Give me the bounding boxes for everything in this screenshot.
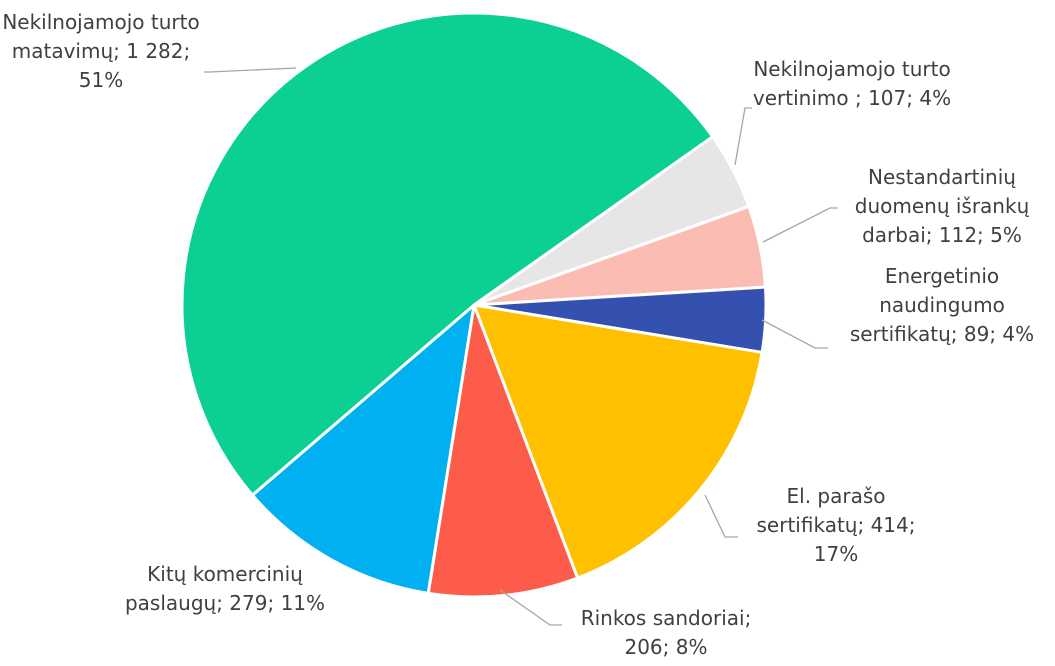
label-value: 1 282; <box>126 39 191 63</box>
leader-line <box>499 589 562 626</box>
label-category: El. parašo sertifikatų; <box>756 484 886 537</box>
label-value: 206; <box>624 635 670 659</box>
pie-slice <box>426 303 580 599</box>
data-label: Nestandartinių duomenų išrankų darbai; 1… <box>828 163 1055 250</box>
label-category: Nestandartinių duomenų išrankų darbai; <box>854 165 1030 247</box>
label-category: Nekilnojamojo turto vertinimo ; <box>752 57 951 110</box>
data-label: Energetinio naudingumo sertifikatų; 89; … <box>826 262 1055 349</box>
leader-line <box>704 494 738 538</box>
data-label: Rinkos sandoriai; 206; 8% <box>562 604 770 662</box>
pie-slice <box>250 303 476 595</box>
data-label: El. parašo sertifikatų; 414; 17% <box>738 482 934 569</box>
label-category: Kitų komercinių paslaugų; <box>124 562 303 615</box>
label-value: 107; <box>868 86 913 110</box>
label-percent: 17% <box>813 542 859 566</box>
label-percent: 4% <box>1002 322 1035 346</box>
leader-line <box>734 107 752 166</box>
data-label: Kitų komercinių paslaugų; 279; 11% <box>120 560 330 618</box>
leader-line <box>204 67 297 73</box>
label-value: 89; <box>963 322 997 346</box>
leader-line <box>761 319 828 349</box>
leader-line <box>762 207 838 243</box>
label-percent: 51% <box>78 68 124 92</box>
data-label: Nekilnojamojo turto matavimų; 1 282; 51% <box>0 8 202 95</box>
label-value: 112; <box>938 223 984 247</box>
pie-slice <box>472 303 764 580</box>
leader-lines <box>204 67 838 626</box>
label-percent: 11% <box>280 591 326 615</box>
label-value: 279; <box>229 591 275 615</box>
label-category: Nekilnojamojo turto matavimų; <box>2 10 200 63</box>
label-percent: 5% <box>990 223 1022 247</box>
label-percent: 8% <box>675 635 708 659</box>
label-category: Energetinio naudingumo sertifikatų; <box>849 264 1005 346</box>
data-label: Nekilnojamojo turto vertinimo ; 107; 4% <box>752 55 952 113</box>
label-value: 414; <box>870 513 916 537</box>
label-percent: 4% <box>919 86 952 110</box>
pie-slice <box>180 11 715 497</box>
label-category: Rinkos sandoriai; <box>580 606 752 630</box>
